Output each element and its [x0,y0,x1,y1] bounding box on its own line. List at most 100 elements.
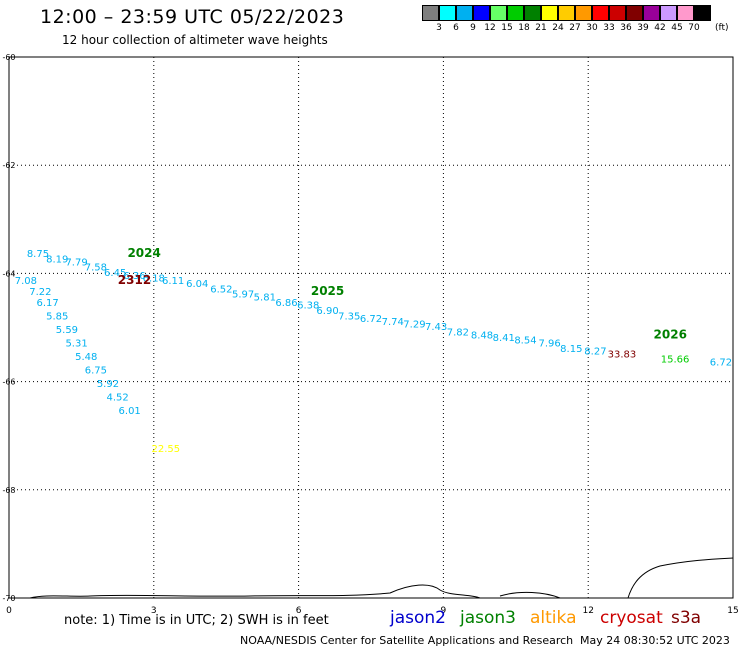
wave-height-point: 6.72 [360,314,382,325]
wave-height-point: 7.35 [338,311,360,322]
color-scale-label: 12 [484,23,496,33]
credit-text: NOAA/NESDIS Center for Satellite Applica… [240,634,574,647]
satellite-legend-jason3: jason3 [460,608,516,628]
color-scale-unit: (ft) [715,23,729,33]
color-scale-label: 45 [671,23,683,33]
x-tick-label: 9 [441,606,447,616]
wave-height-point: 8.15 [560,344,582,355]
wave-height-point: 7.08 [15,276,37,287]
wave-height-point: 8.41 [493,333,515,344]
wave-height-point: 5.85 [46,311,68,322]
wave-height-point: 6.52 [210,284,232,295]
color-scale-label: 15 [501,23,513,33]
y-tick-label: -66 [2,378,15,387]
wave-height-point: 6.72 [710,357,732,368]
wave-height-point: 8.19 [46,255,68,266]
color-scale-label: 24 [552,23,564,33]
satellite-legend-s3a: s3a [671,608,702,628]
wave-height-point: 5.81 [254,292,276,303]
wave-height-point: 7.79 [65,257,87,268]
color-swatch [643,5,660,21]
color-swatch [524,5,541,21]
color-scale-label: 33 [603,23,615,33]
x-tick-label: 15 [727,606,738,616]
color-scale-label: 18 [518,23,530,33]
y-tick-label: -70 [2,594,15,603]
x-tick-label: 12 [582,606,593,616]
wave-height-point: 4.52 [106,393,128,404]
color-scale-label: 42 [654,23,666,33]
x-tick-label: 3 [151,606,157,616]
wave-height-point: 8.48 [471,330,493,341]
wave-height-point: 6.17 [36,298,58,309]
color-scale-label: 9 [470,23,476,33]
wave-height-point: 7.74 [382,317,404,328]
track-label: 2025 [311,284,344,298]
color-swatch [558,5,575,21]
wave-height-point: 6.36 [123,271,145,282]
wave-height-point: 8.54 [514,336,536,347]
wave-height-point: 6.75 [85,365,107,376]
wave-height-point: 22.55 [152,444,181,455]
wave-height-point: 8.75 [27,249,49,260]
chart-subtitle: 12 hour collection of altimeter wave hei… [62,33,328,47]
satellite-legend-jason2: jason2 [390,608,446,628]
color-swatch [626,5,643,21]
color-swatch [422,5,439,21]
wave-height-point: 6.90 [316,306,338,317]
track-label: 2026 [654,327,687,341]
wave-height-point: 6.45 [104,268,126,279]
wave-height-point: 5.31 [65,338,87,349]
color-scale-label: 27 [569,23,581,33]
coastline-shape [627,557,734,599]
y-tick-label: -68 [2,486,15,495]
coastline-shape [499,591,561,599]
wave-height-point: 7.43 [425,322,447,333]
color-swatch [439,5,456,21]
wave-height-point: 5.92 [97,379,119,390]
y-tick-label: -62 [2,161,15,170]
wave-height-point: 33.83 [608,349,637,360]
track-label: 2312 [118,273,151,287]
wave-height-point: 15.66 [661,355,690,366]
color-scale-label: 3 [436,23,442,33]
color-swatch [592,5,609,21]
generated-timestamp: May 24 08:30:52 UTC 2023 [580,634,730,647]
wave-height-point: 7.82 [447,328,469,339]
wave-height-point: 6.38 [297,301,319,312]
color-swatch [609,5,626,21]
wave-height-point: 6.11 [162,276,184,287]
wave-height-point: 6.01 [119,406,141,417]
y-tick-label: -64 [2,269,15,278]
color-swatch [575,5,592,21]
wave-height-point: 6.86 [275,298,297,309]
color-scale-label: 30 [586,23,598,33]
satellite-legend-altika: altika [530,608,577,628]
color-swatch [677,5,694,21]
color-swatch [507,5,524,21]
color-swatch [541,5,558,21]
wave-height-point: 7.29 [403,320,425,331]
x-tick-label: 0 [6,606,12,616]
wave-height-point: 7.58 [85,263,107,274]
color-scale-label: 70 [688,23,700,33]
wave-height-point: 7.22 [29,287,51,298]
wave-height-point: 6.18 [143,274,165,285]
coastline-shape [29,584,481,599]
color-swatch [490,5,507,21]
color-swatch [473,5,490,21]
color-scale-label: 6 [453,23,459,33]
chart-title: 12:00 – 23:59 UTC 05/22/2023 [40,6,345,28]
satellite-legend-cryosat: cryosat [600,608,663,628]
color-swatch [694,5,711,21]
color-scale-label: 21 [535,23,547,33]
color-swatch [456,5,473,21]
y-tick-label: -60 [2,53,15,62]
track-label: 2024 [127,246,160,260]
wave-height-point: 5.97 [232,290,254,301]
color-swatch [660,5,677,21]
x-tick-label: 6 [296,606,302,616]
color-scale-label: 39 [637,23,649,33]
plot-frame [8,56,734,599]
